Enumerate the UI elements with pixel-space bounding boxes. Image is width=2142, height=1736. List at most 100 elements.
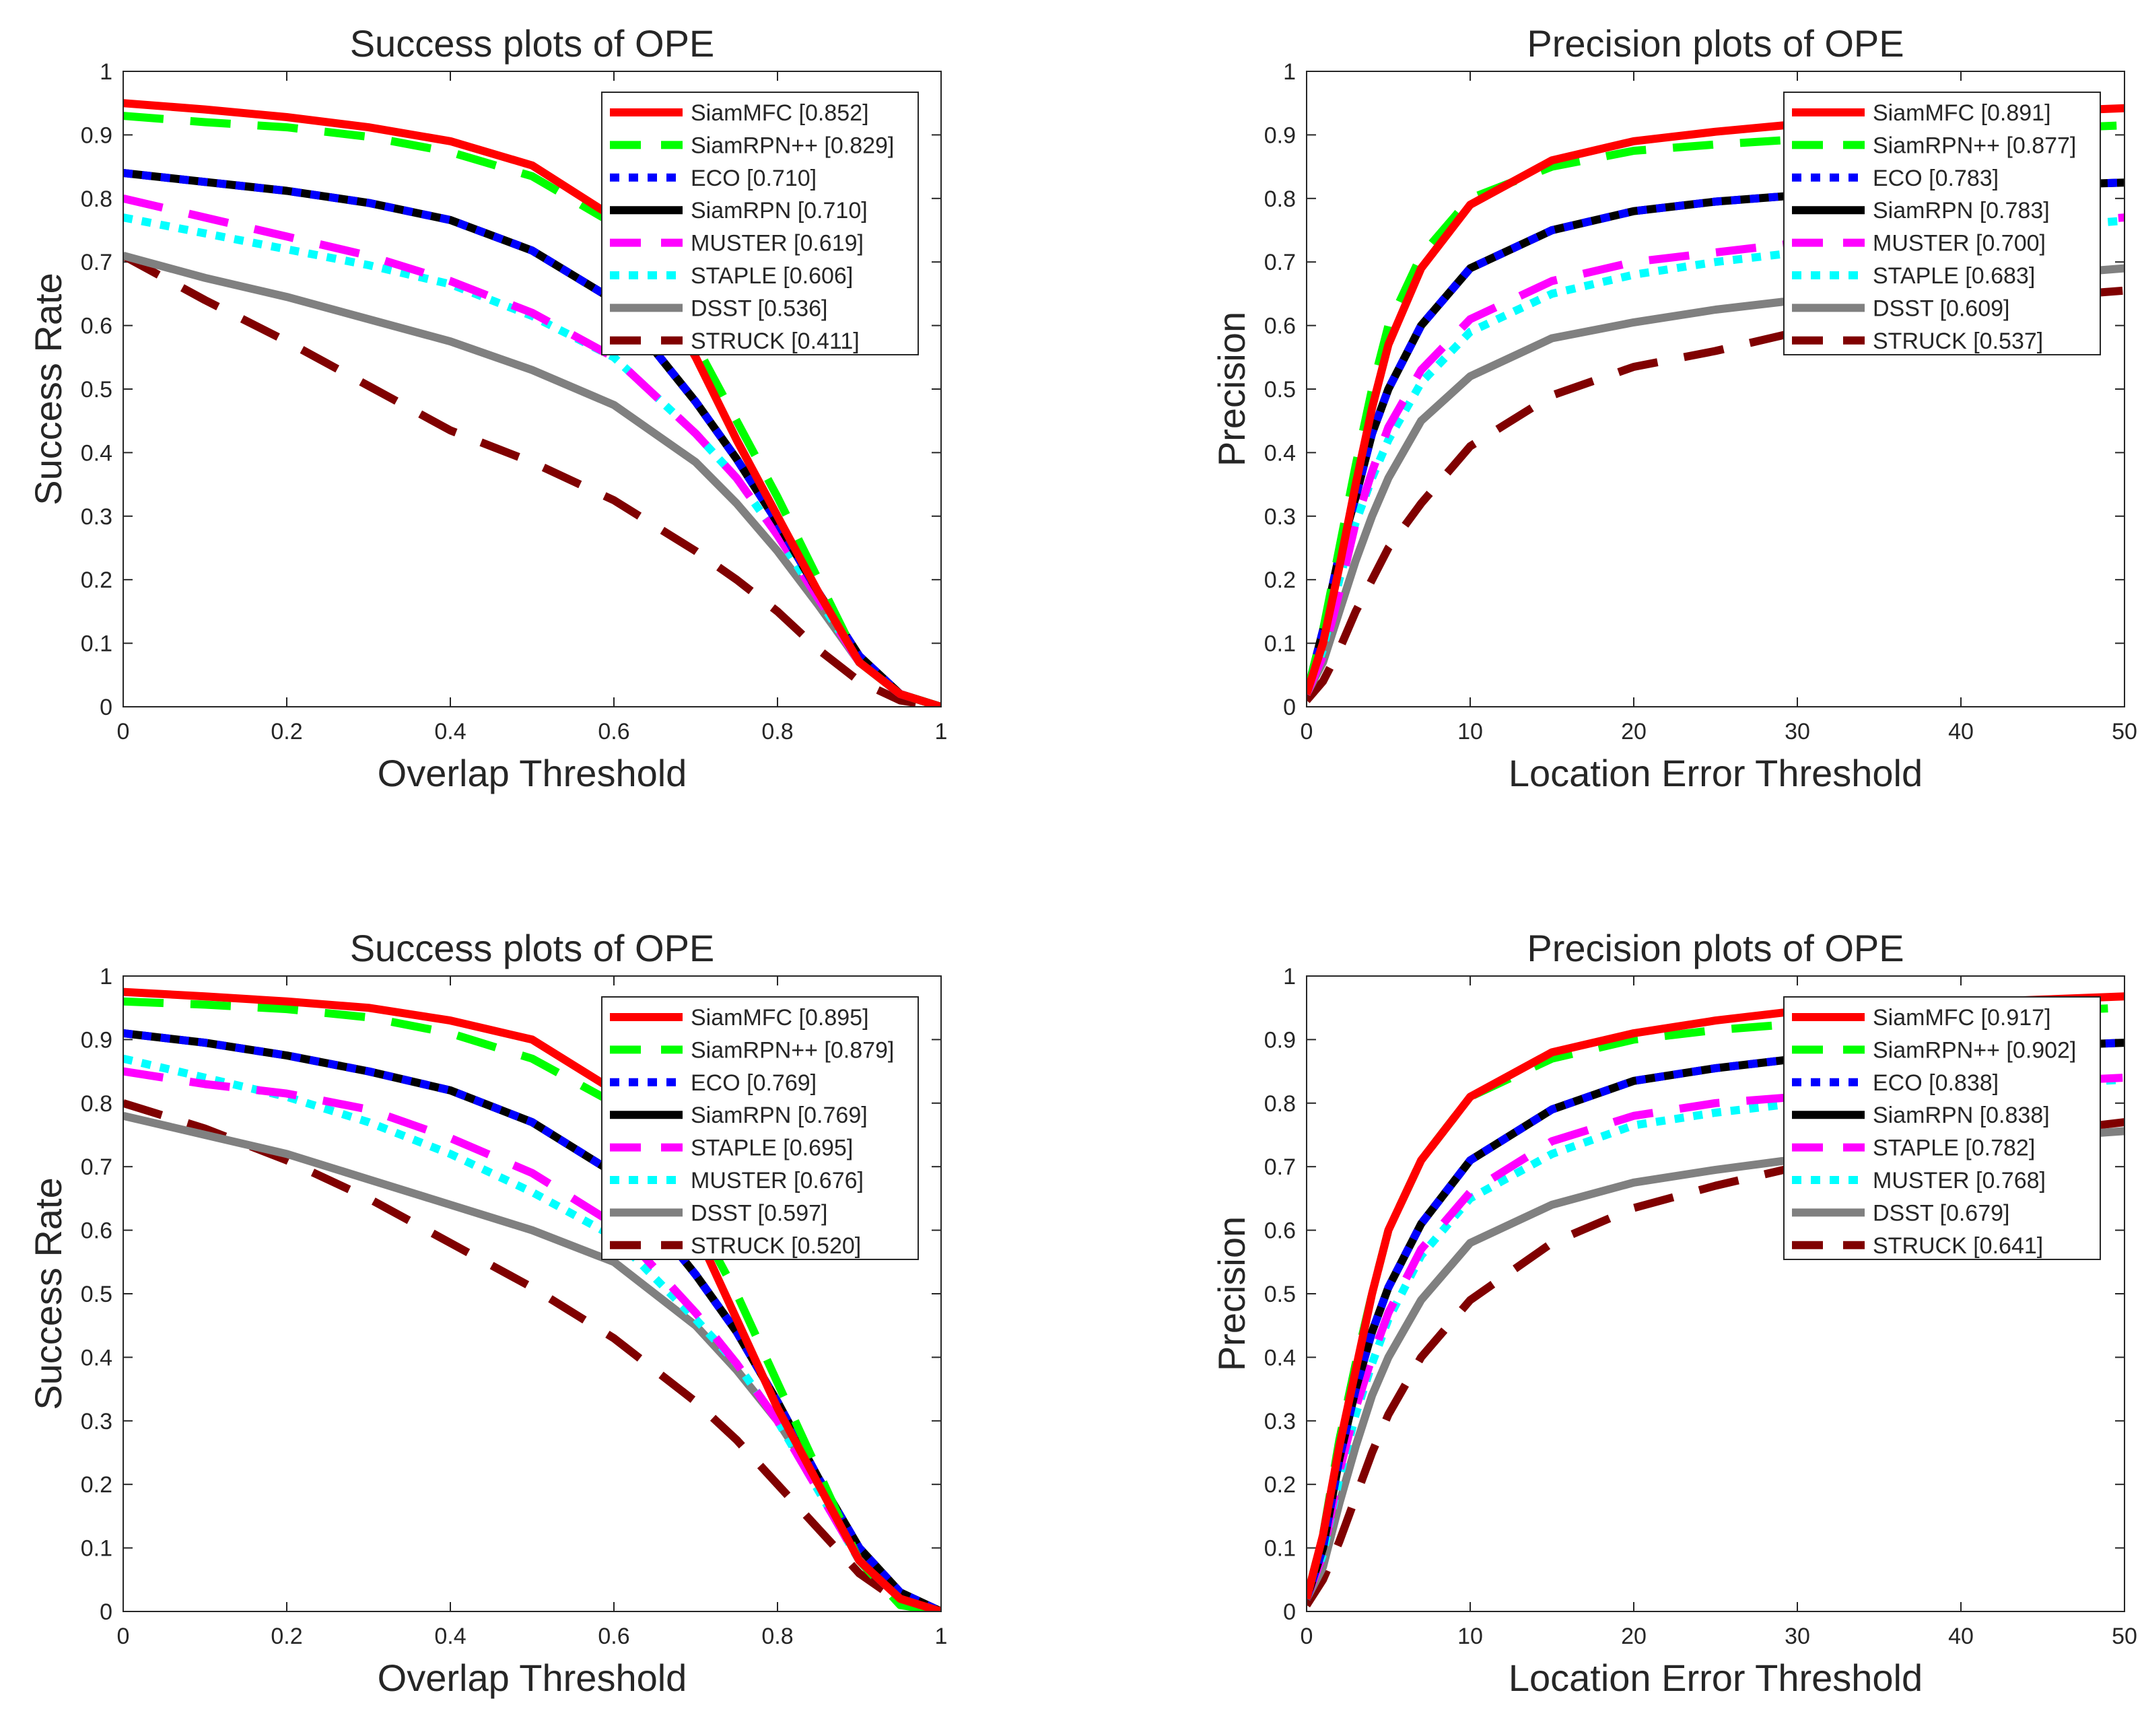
- y-tick-label: 0: [1283, 1599, 1296, 1625]
- legend-entry: ECO [0.710]: [691, 166, 817, 191]
- x-tick-label: 0.8: [761, 1624, 793, 1649]
- x-tick-label: 50: [2112, 1624, 2137, 1649]
- axes-box: [123, 975, 942, 1612]
- x-tick-label: 20: [1621, 1624, 1647, 1649]
- legend-entry: SiamRPN++ [0.877]: [1873, 133, 2076, 158]
- legend: SiamMFC [0.895] SiamRPN++ [0.879] ECO [0.7…: [601, 996, 919, 1260]
- y-axis-label: Precision: [1210, 312, 1253, 466]
- legend-entry: SiamRPN++ [0.829]: [691, 133, 894, 158]
- x-tick-label: 0.8: [761, 719, 793, 744]
- legend-entry: SiamRPN++ [0.902]: [1873, 1037, 2076, 1063]
- y-tick-label: 0.3: [1264, 504, 1296, 530]
- legend-entry: MUSTER [0.619]: [691, 231, 864, 256]
- legend-entry: DSST [0.679]: [1873, 1200, 2010, 1226]
- y-tick-label: 0.3: [81, 504, 112, 530]
- y-axis-label: Success Rate: [27, 273, 69, 506]
- legend-entry: SiamMFC [0.917]: [1873, 1005, 2051, 1031]
- x-tick-label: 0.4: [434, 1624, 466, 1649]
- y-tick-label: 0: [1283, 695, 1296, 720]
- y-tick-label: 0.7: [1264, 250, 1296, 275]
- x-tick-label: 0: [1301, 719, 1313, 744]
- y-tick-label: 1: [100, 964, 112, 989]
- legend-entry: STAPLE [0.606]: [691, 263, 853, 289]
- x-tick-label: 0: [1301, 1624, 1313, 1649]
- y-tick-label: 0.6: [81, 314, 112, 339]
- legend-entry: DSST [0.597]: [691, 1200, 828, 1226]
- legend-entry: STRUCK [0.411]: [691, 328, 860, 354]
- x-tick-label: 50: [2112, 719, 2137, 744]
- x-tick-label: 10: [1457, 1624, 1483, 1649]
- y-axis-label: Success Rate: [27, 1177, 69, 1410]
- x-axis-label: Location Error Threshold: [1509, 752, 1923, 794]
- legend-entry: STRUCK [0.537]: [1873, 328, 2043, 354]
- x-tick-label: 1: [935, 719, 948, 744]
- x-axis-label: Location Error Threshold: [1509, 1657, 1923, 1699]
- y-tick-label: 1: [100, 59, 112, 85]
- chart-4: Precision plots of OPE 0 10 20 30 40 50 0 0.1 0.2…: [1210, 927, 2137, 1699]
- legend-entry: STAPLE [0.782]: [1873, 1136, 2035, 1161]
- y-tick-label: 0.6: [81, 1218, 112, 1244]
- y-tick-label: 0.5: [1264, 1282, 1296, 1307]
- legend-box: [601, 92, 919, 355]
- y-tick-label: 0.5: [1264, 377, 1296, 403]
- x-tick-label: 10: [1457, 719, 1483, 744]
- y-tick-label: 0.1: [1264, 631, 1296, 657]
- legend-entry: MUSTER [0.676]: [691, 1168, 864, 1193]
- y-tick-label: 0.1: [81, 631, 112, 657]
- x-tick-label: 20: [1621, 719, 1647, 744]
- y-tick-label: 0.2: [1264, 1472, 1296, 1498]
- x-tick-label: 0: [117, 1624, 130, 1649]
- legend-entry: STRUCK [0.520]: [691, 1233, 861, 1259]
- x-tick-label: 0.6: [598, 1624, 629, 1649]
- series-line: [123, 169, 941, 707]
- legend-entry: SiamRPN [0.769]: [691, 1103, 868, 1128]
- chart-title: Precision plots of OPE: [1527, 927, 1904, 969]
- legend-entry: MUSTER [0.700]: [1873, 231, 2046, 256]
- y-tick-label: 0.7: [1264, 1154, 1296, 1180]
- legend-entry: SiamMFC [0.895]: [691, 1005, 869, 1031]
- legend-entry: ECO [0.783]: [1873, 166, 1999, 191]
- chart-2: Precision plots of OPE 0 10 20 30 40 50 0 0.1 0.2…: [1210, 22, 2137, 794]
- y-tick-label: 0.5: [81, 1282, 112, 1307]
- legend-entry: SiamRPN [0.710]: [691, 198, 868, 223]
- legend-entry: STRUCK [0.641]: [1873, 1233, 2043, 1259]
- y-tick-label: 0.1: [1264, 1536, 1296, 1562]
- y-tick-label: 0.3: [1264, 1409, 1296, 1434]
- x-tick-label: 1: [935, 1624, 948, 1649]
- y-tick-label: 0.6: [1264, 314, 1296, 339]
- legend: SiamMFC [0.852] SiamRPN++ [0.829] ECO [0.7…: [601, 92, 919, 355]
- y-tick-label: 0.7: [81, 250, 112, 275]
- x-axis-label: Overlap Threshold: [378, 1657, 687, 1699]
- series-line: [123, 252, 941, 707]
- chart-1: Success plots of OPE 0 0.2 0.4 0.6 0.8 1 0 0.1 0.…: [27, 22, 947, 794]
- legend-entry: DSST [0.609]: [1873, 296, 2010, 321]
- chart-title: Success plots of OPE: [350, 927, 715, 969]
- series-line: [123, 1029, 941, 1611]
- x-tick-label: 0.4: [434, 719, 466, 744]
- legend-entry: ECO [0.838]: [1873, 1070, 1999, 1096]
- x-tick-label: 40: [1948, 1624, 1974, 1649]
- y-tick-label: 0.4: [81, 1345, 112, 1370]
- y-tick-label: 0.9: [81, 1027, 112, 1053]
- legend-entry: STAPLE [0.683]: [1873, 263, 2035, 289]
- x-tick-label: 30: [1785, 719, 1810, 744]
- chart-title: Precision plots of OPE: [1527, 22, 1904, 65]
- y-tick-label: 0.2: [81, 567, 112, 593]
- legend-entry: DSST [0.536]: [691, 296, 828, 321]
- y-tick-label: 0.8: [1264, 1091, 1296, 1117]
- legend-entry: SiamRPN++ [0.879]: [691, 1037, 894, 1063]
- y-tick-label: 0.2: [1264, 567, 1296, 593]
- legend: SiamMFC [0.891] SiamRPN++ [0.877] ECO [0.7…: [1783, 92, 2101, 355]
- axes-box: [123, 71, 942, 707]
- y-tick-label: 1: [1283, 59, 1296, 85]
- legend-entry: SiamMFC [0.852]: [691, 100, 869, 126]
- axes-box: [1306, 975, 2125, 1612]
- chart-3: Success plots of OPE 0 0.2 0.4 0.6 0.8 1 0 0.1 0.…: [27, 927, 947, 1699]
- y-tick-label: 0.4: [81, 440, 112, 466]
- x-tick-label: 0.6: [598, 719, 629, 744]
- legend-entry: STAPLE [0.695]: [691, 1136, 853, 1161]
- y-tick-label: 0.6: [1264, 1218, 1296, 1244]
- legend: SiamMFC [0.917] SiamRPN++ [0.902] ECO [0.8…: [1783, 996, 2101, 1260]
- legend-entry: SiamMFC [0.891]: [1873, 100, 2051, 126]
